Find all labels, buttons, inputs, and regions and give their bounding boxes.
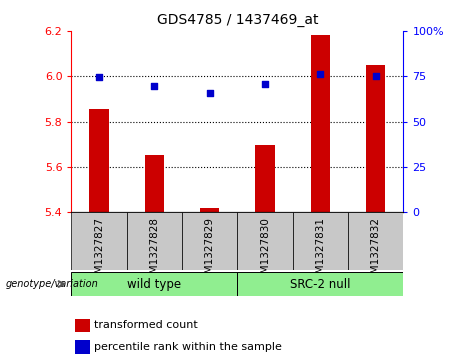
Text: GSM1327830: GSM1327830 bbox=[260, 217, 270, 287]
Bar bbox=[145, 155, 164, 212]
Bar bbox=[237, 272, 403, 296]
Point bbox=[206, 90, 213, 95]
Text: SRC-2 null: SRC-2 null bbox=[290, 278, 351, 290]
Point bbox=[261, 81, 269, 87]
Text: transformed count: transformed count bbox=[94, 321, 198, 330]
Point bbox=[95, 74, 103, 80]
Bar bbox=[200, 208, 219, 212]
Text: GSM1327828: GSM1327828 bbox=[149, 217, 160, 287]
Point bbox=[317, 71, 324, 77]
Bar bbox=[75, 340, 90, 354]
Text: GSM1327827: GSM1327827 bbox=[94, 217, 104, 287]
Text: percentile rank within the sample: percentile rank within the sample bbox=[94, 342, 282, 352]
Bar bbox=[348, 212, 403, 270]
Point bbox=[372, 73, 379, 79]
Bar bbox=[255, 146, 275, 212]
Text: GSM1327829: GSM1327829 bbox=[205, 217, 215, 287]
Title: GDS4785 / 1437469_at: GDS4785 / 1437469_at bbox=[157, 13, 318, 27]
Text: GSM1327832: GSM1327832 bbox=[371, 217, 381, 287]
Bar bbox=[366, 65, 385, 212]
Bar bbox=[182, 212, 237, 270]
Point bbox=[151, 83, 158, 89]
Bar bbox=[237, 212, 293, 270]
Text: wild type: wild type bbox=[127, 278, 182, 290]
Bar bbox=[311, 36, 330, 212]
Bar bbox=[71, 272, 237, 296]
Text: genotype/variation: genotype/variation bbox=[6, 279, 99, 289]
Bar bbox=[127, 212, 182, 270]
Text: GSM1327831: GSM1327831 bbox=[315, 217, 325, 287]
Bar bbox=[71, 212, 127, 270]
Bar bbox=[293, 212, 348, 270]
Bar bbox=[75, 319, 90, 332]
Bar bbox=[89, 109, 109, 212]
